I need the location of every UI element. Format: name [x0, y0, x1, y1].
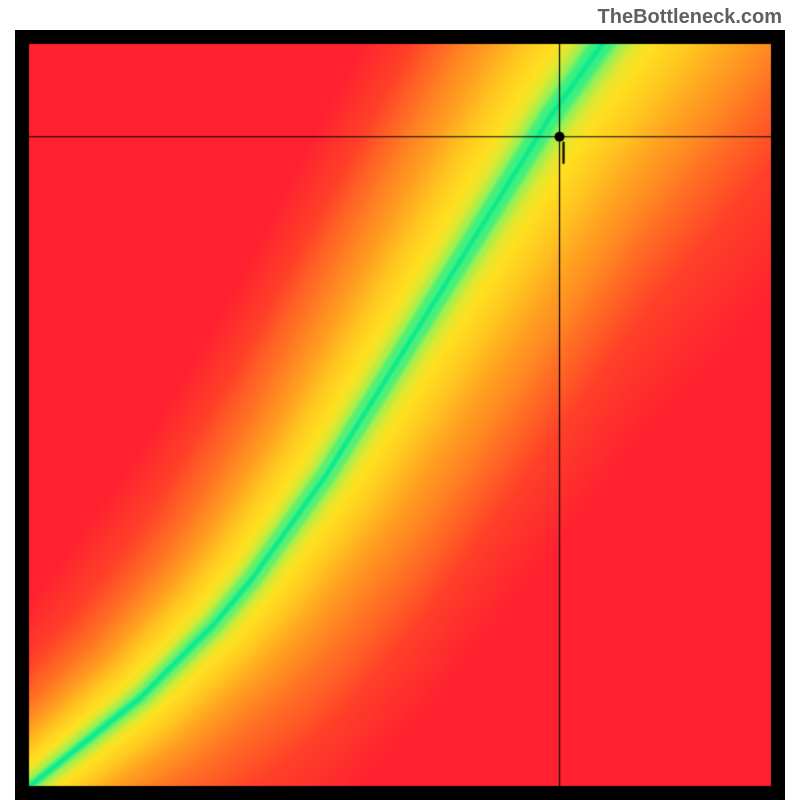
watermark-text: TheBottleneck.com: [598, 6, 782, 29]
chart-container: TheBottleneck.com: [0, 0, 800, 800]
plot-area: [15, 30, 785, 800]
heatmap-canvas: [15, 30, 785, 800]
